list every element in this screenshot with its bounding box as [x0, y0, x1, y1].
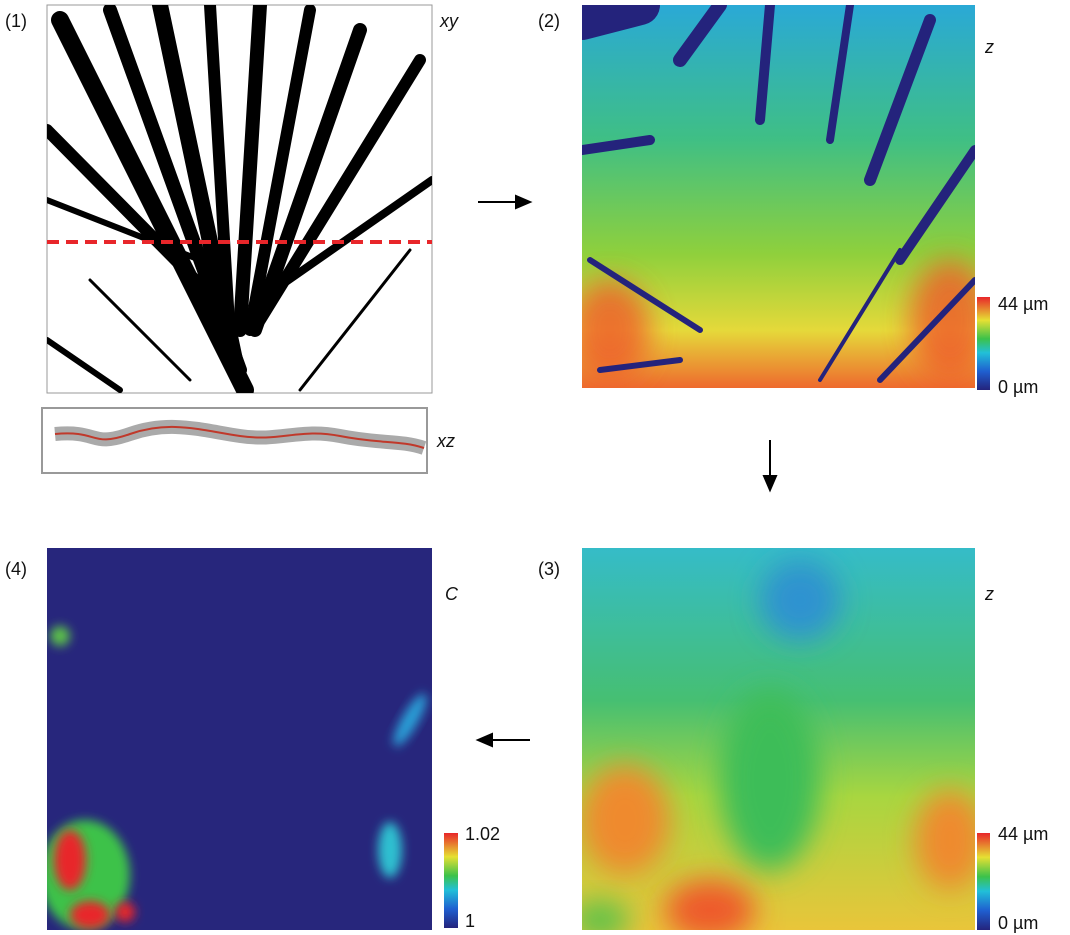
colorbar-min: 1	[465, 911, 475, 931]
inset-label: xz	[436, 431, 455, 451]
panel-1: (1) xy xz	[5, 5, 459, 473]
panel-2: (2) z 44 µm 0 µm	[538, 5, 1048, 397]
figure: (1) xy xz (2)	[0, 0, 1070, 935]
axis-label: xy	[439, 11, 459, 31]
colorbar	[977, 297, 990, 390]
colorbar-min: 0 µm	[998, 913, 1038, 933]
colorbar	[977, 833, 990, 930]
axis-label: z	[984, 37, 994, 57]
panel-3: (3) z 44 µm 0 µm	[538, 548, 1048, 935]
axis-label: z	[984, 584, 994, 604]
panel-label: (3)	[538, 559, 560, 579]
colorbar-max: 44 µm	[998, 294, 1048, 314]
colorbar-min: 0 µm	[998, 377, 1038, 397]
panel-label: (2)	[538, 11, 560, 31]
axis-label: C	[445, 584, 459, 604]
panel-label: (1)	[5, 11, 27, 31]
colorbar-max: 44 µm	[998, 824, 1048, 844]
panel-label: (4)	[5, 559, 27, 579]
colorbar	[444, 833, 458, 928]
colorbar-max: 1.02	[465, 824, 500, 844]
panel-4: (4) C 1.02 1	[5, 548, 500, 931]
